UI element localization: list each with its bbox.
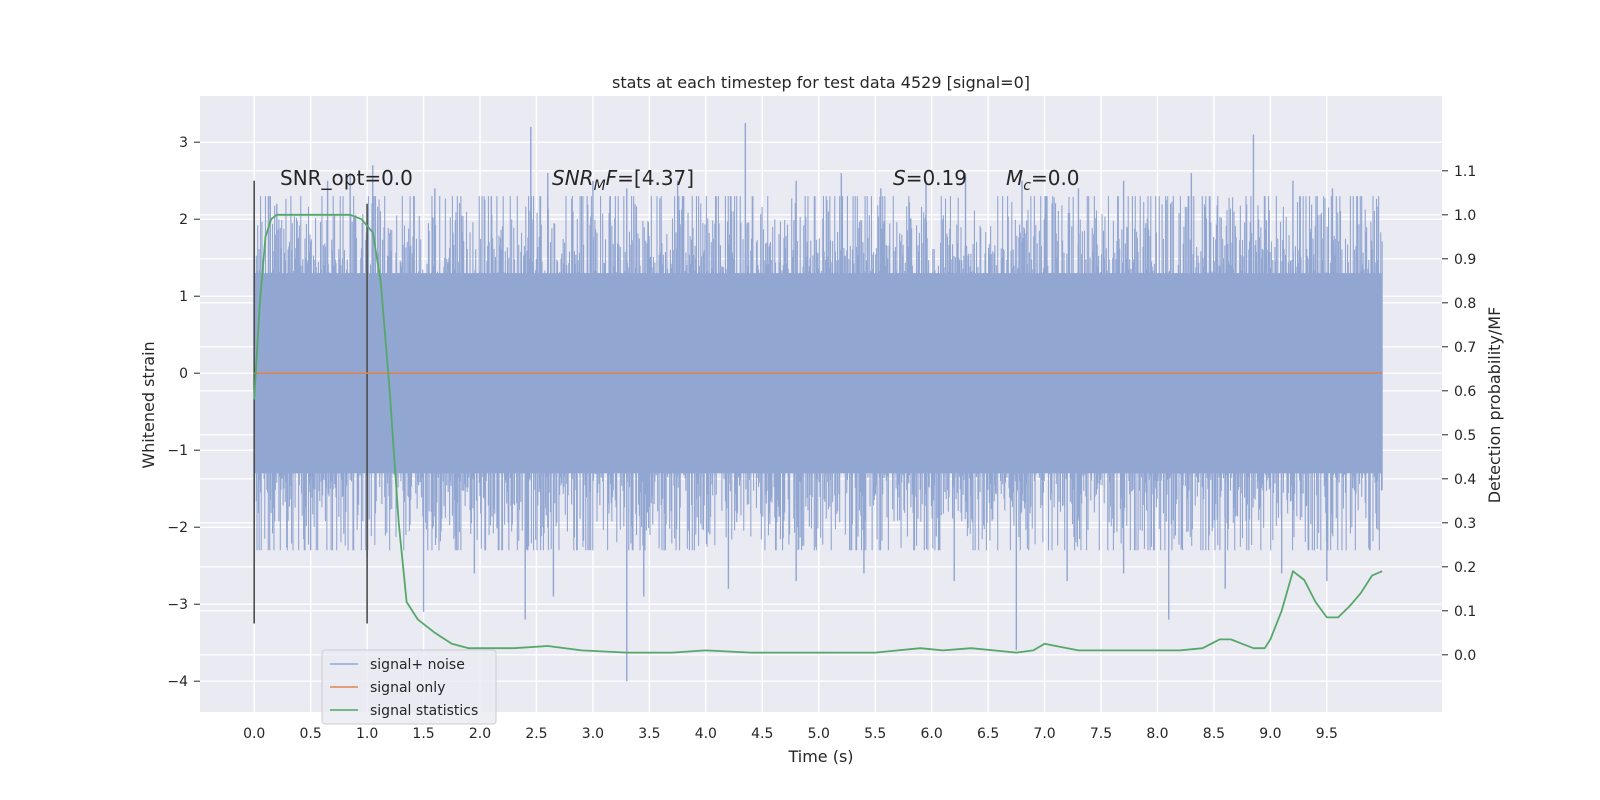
y2-tick-label: 0.4	[1454, 472, 1476, 488]
x-axis-label: Time (s)	[787, 747, 853, 766]
y2-tick-label: 0.6	[1454, 384, 1476, 400]
mc-label: M	[1006, 166, 1023, 190]
y2-tick-label: 0.0	[1454, 648, 1476, 664]
y2-tick-label: 0.8	[1454, 296, 1476, 312]
x-tick-label: 4.0	[695, 726, 717, 742]
x-tick-label: 8.5	[1203, 726, 1225, 742]
series-signal-statistics	[253, 213, 1383, 654]
x-tick-label: 3.0	[582, 726, 604, 742]
x-tick-label: 4.5	[751, 726, 773, 742]
s-value: =0.19	[906, 166, 967, 190]
x-tick-label: 0.0	[243, 726, 265, 742]
legend-label-signal-statistics: signal statistics	[370, 703, 478, 719]
x-tick-label: 1.5	[412, 726, 434, 742]
annotation-snr-opt: SNR_opt=0.0	[280, 166, 413, 190]
x-tick-label: 7.5	[1090, 726, 1112, 742]
mc-subscript: c	[1023, 178, 1031, 194]
s-label: S	[893, 166, 906, 190]
y-tick-label: 2	[179, 212, 188, 228]
y2-tick-label: 0.9	[1454, 252, 1476, 268]
x-tick-label: 2.0	[469, 726, 491, 742]
x-tick-label: 5.0	[808, 726, 830, 742]
y-tick-label: −3	[167, 597, 188, 613]
legend-label-signal-only: signal only	[370, 680, 445, 696]
y-tick-label: 1	[179, 289, 188, 305]
y2-tick-label: 0.7	[1454, 340, 1476, 356]
legend-frame	[321, 649, 497, 725]
y-tick-label: −2	[167, 520, 188, 536]
snr-mf-value: =[4.37]	[617, 166, 694, 190]
x-tick-label: 3.5	[638, 726, 660, 742]
y-tick-label: 3	[179, 135, 188, 151]
annotation-s: S=0.19	[893, 166, 967, 190]
x-tick-label: 8.0	[1146, 726, 1168, 742]
y-tick-label: 0	[179, 366, 188, 382]
x-tick-label: 6.5	[977, 726, 999, 742]
annotation-mc: Mc=0.0	[1006, 166, 1080, 194]
x-tick-label: 2.5	[525, 726, 547, 742]
x-tick-label: 5.5	[864, 726, 886, 742]
mc-value: =0.0	[1031, 166, 1080, 190]
y-tick-label: −4	[167, 674, 188, 690]
y2-tick-label: 0.3	[1454, 516, 1476, 532]
x-tick-label: 1.0	[356, 726, 378, 742]
ticks: 0.0 0.5 1.0 1.5 2.0 2.5 3.0 3.5 4.0 4.5 5.0 5.5 6.0 6…	[167, 135, 1476, 742]
y2-tick-label: 1.0	[1454, 208, 1476, 224]
snr-mf-label: SNR	[552, 166, 594, 190]
annotation-snr-mf: SNRMF=[4.37]	[552, 166, 694, 194]
legend-label-signal-noise: signal+ noise	[370, 657, 465, 673]
y2-tick-label: 1.1	[1454, 164, 1476, 180]
snr-mf-suffix: F	[606, 166, 618, 190]
x-tick-label: 0.5	[300, 726, 322, 742]
legend: signal+ noise signal only signal statist…	[321, 649, 497, 725]
y2-tick-label: 0.5	[1454, 428, 1476, 444]
y2-tick-label: 0.2	[1454, 560, 1476, 576]
y2-tick-label: 0.1	[1454, 604, 1476, 620]
y-tick-label: −1	[167, 443, 188, 459]
y2-axis-label: Detection probability/MF	[1485, 307, 1504, 504]
snr-mf-subscript: M	[594, 178, 606, 194]
x-tick-label: 9.5	[1316, 726, 1338, 742]
chart-title: stats at each timestep for test data 452…	[612, 73, 1030, 92]
x-tick-label: 9.0	[1259, 726, 1281, 742]
vertical-markers	[253, 180, 368, 624]
y-axis-label: Whitened strain	[139, 341, 158, 468]
x-tick-label: 7.0	[1033, 726, 1055, 742]
x-tick-label: 6.0	[921, 726, 943, 742]
signal-statistics-line	[253, 213, 1383, 654]
